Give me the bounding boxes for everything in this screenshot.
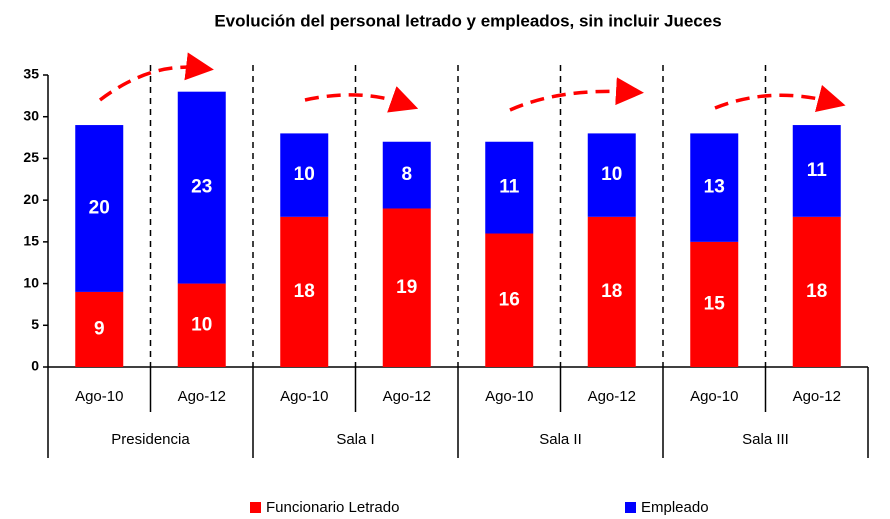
- value-label: 15: [704, 293, 726, 314]
- legend-swatch: [625, 502, 636, 513]
- bar-segment: [485, 141, 534, 234]
- group-label: Presidencia: [111, 431, 190, 448]
- x-tick-label: Ago-10: [485, 388, 533, 405]
- y-tick-label: 10: [23, 274, 39, 290]
- group-label: Sala I: [336, 431, 374, 448]
- value-label: 20: [89, 198, 110, 219]
- bar-segment: [177, 91, 226, 284]
- x-tick-label: Ago-12: [588, 388, 636, 405]
- legend-label: Funcionario Letrado: [266, 499, 399, 516]
- x-tick-label: Ago-12: [793, 388, 841, 405]
- legend-swatch: [250, 502, 261, 513]
- y-tick-label: 5: [31, 316, 39, 332]
- value-label: 23: [191, 177, 212, 198]
- y-tick-label: 25: [23, 149, 39, 165]
- value-label: 13: [704, 177, 725, 198]
- x-tick-label: Ago-10: [280, 388, 328, 405]
- y-tick-label: 30: [23, 107, 39, 123]
- chart-title: Evolución del personal letrado y emplead…: [214, 11, 721, 30]
- bar-segment: [75, 291, 124, 367]
- bar-segment: [587, 216, 636, 367]
- group-label: Sala II: [539, 431, 582, 448]
- bar-segment: [177, 283, 226, 367]
- value-label: 8: [401, 164, 412, 185]
- y-tick-label: 35: [23, 66, 39, 82]
- bar-segment: [280, 216, 329, 367]
- bar-segment: [690, 133, 739, 242]
- bar-segment: [382, 208, 431, 367]
- bar-segment: [485, 233, 534, 367]
- x-tick-label: Ago-12: [178, 388, 226, 405]
- value-label: 11: [499, 177, 520, 198]
- legend-label: Empleado: [641, 499, 709, 516]
- value-label: 10: [601, 164, 622, 185]
- bar-segment: [382, 141, 431, 209]
- value-label: 18: [806, 281, 827, 302]
- x-tick-label: Ago-12: [383, 388, 431, 405]
- y-tick-label: 20: [23, 191, 39, 207]
- x-tick-label: Ago-10: [75, 388, 123, 405]
- bar-segment: [792, 216, 841, 367]
- y-tick-label: 0: [31, 358, 39, 374]
- value-label: 10: [294, 164, 315, 185]
- value-label: 18: [294, 281, 315, 302]
- bar-segment: [792, 125, 841, 217]
- value-label: 10: [191, 314, 212, 335]
- value-label: 9: [94, 318, 105, 339]
- bar-segment: [587, 133, 636, 217]
- bar-segment: [690, 241, 739, 367]
- value-label: 16: [499, 289, 520, 310]
- value-label: 11: [807, 160, 828, 181]
- group-label: Sala III: [742, 431, 789, 448]
- bar-segment: [280, 133, 329, 217]
- value-label: 19: [396, 277, 417, 298]
- y-tick-label: 15: [23, 233, 39, 249]
- bar-segment: [75, 125, 124, 292]
- x-tick-label: Ago-10: [690, 388, 738, 405]
- value-label: 18: [601, 281, 622, 302]
- trend-arrows: [98, 52, 846, 113]
